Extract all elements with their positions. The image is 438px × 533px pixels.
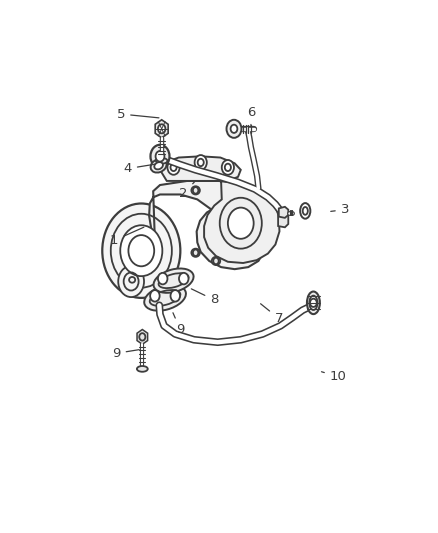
Polygon shape [204, 181, 279, 263]
Circle shape [226, 120, 241, 138]
Polygon shape [155, 120, 168, 138]
Circle shape [102, 204, 180, 298]
Text: 6: 6 [247, 106, 255, 127]
Circle shape [222, 160, 234, 175]
Text: 8: 8 [191, 289, 219, 306]
Polygon shape [160, 156, 241, 181]
Polygon shape [137, 329, 148, 344]
Text: 3: 3 [331, 203, 349, 216]
Polygon shape [279, 207, 288, 218]
Ellipse shape [144, 285, 186, 311]
Circle shape [150, 290, 159, 302]
Ellipse shape [137, 366, 148, 372]
Ellipse shape [154, 269, 194, 293]
Circle shape [155, 151, 164, 161]
Circle shape [151, 145, 170, 168]
Circle shape [158, 273, 167, 284]
Circle shape [228, 207, 254, 239]
Text: 1: 1 [110, 227, 144, 247]
Ellipse shape [191, 186, 200, 195]
Circle shape [179, 273, 188, 284]
Circle shape [120, 225, 162, 276]
Text: 9: 9 [112, 347, 139, 360]
Text: 4: 4 [124, 162, 155, 175]
Circle shape [167, 160, 180, 175]
Circle shape [158, 124, 166, 133]
Text: 5: 5 [117, 108, 159, 120]
Circle shape [118, 266, 144, 297]
Polygon shape [278, 213, 288, 227]
Polygon shape [149, 181, 267, 269]
Ellipse shape [309, 296, 318, 310]
Text: 10: 10 [321, 370, 346, 383]
Circle shape [230, 125, 237, 133]
Ellipse shape [300, 203, 311, 219]
Text: 9: 9 [173, 313, 184, 336]
Ellipse shape [156, 158, 167, 164]
Circle shape [170, 290, 180, 302]
Ellipse shape [191, 248, 200, 257]
Text: 7: 7 [261, 304, 283, 325]
Ellipse shape [151, 159, 166, 173]
Ellipse shape [154, 162, 163, 169]
Ellipse shape [212, 257, 220, 265]
Text: 2: 2 [180, 181, 195, 200]
Circle shape [220, 198, 262, 248]
Ellipse shape [307, 292, 320, 314]
Circle shape [194, 155, 207, 170]
